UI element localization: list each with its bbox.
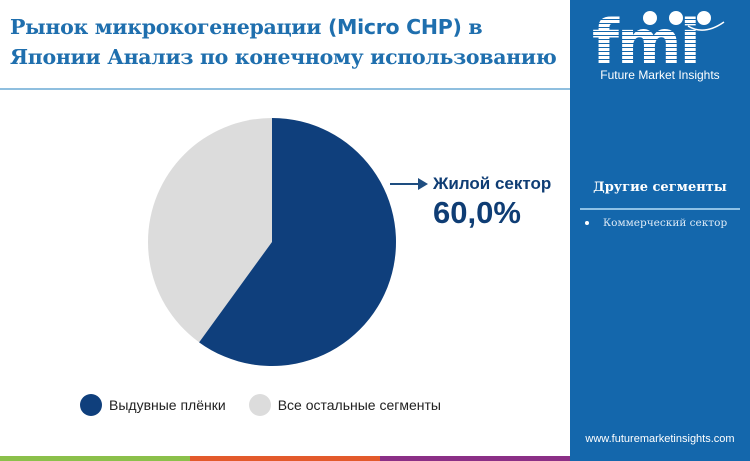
legend-dot-icon bbox=[248, 394, 271, 416]
bullet-icon bbox=[585, 221, 589, 225]
title-part-2: (Micro CHP) bbox=[327, 15, 462, 39]
list-item: Коммерческий сектор bbox=[585, 217, 727, 229]
bottom-bar-green bbox=[0, 456, 190, 461]
bottom-bar-orange bbox=[190, 456, 380, 461]
legend-item-blown-films: Выдувные плёнки bbox=[80, 394, 226, 416]
chart-legend: Выдувные плёнки Все остальные сегменты bbox=[80, 394, 464, 416]
title-part-3: в Японии Анализ по конечному использован… bbox=[10, 15, 557, 69]
pie-chart bbox=[148, 118, 396, 366]
callout-line bbox=[390, 183, 420, 185]
website-link[interactable]: www.futuremarketinsights.com bbox=[585, 433, 735, 445]
legend-label: Все остальные сегменты bbox=[277, 397, 441, 413]
legend-dot-icon bbox=[80, 394, 102, 416]
globe-europe-icon bbox=[669, 11, 683, 25]
logo-subtitle: Future Market Insights bbox=[600, 68, 720, 82]
other-segments-divider bbox=[580, 208, 740, 210]
other-segments-list: Коммерческий сектор bbox=[585, 217, 727, 229]
list-item-label: Коммерческий сектор bbox=[603, 217, 728, 229]
title-divider bbox=[0, 88, 570, 90]
arrow-right-icon bbox=[418, 178, 428, 190]
page-title: Рынок микрокогенерации (Micro CHP) в Япо… bbox=[10, 12, 565, 72]
other-segments-title: Другие сегменты bbox=[593, 180, 727, 195]
title-part-1: Рынок микрокогенерации bbox=[10, 15, 328, 39]
legend-label: Выдувные плёнки bbox=[109, 397, 226, 413]
pie-slice-residential bbox=[199, 118, 396, 366]
callout-value: 60,0% bbox=[433, 195, 521, 230]
title-area: Рынок микрокогенерации (Micro CHP) в Япо… bbox=[0, 0, 570, 90]
bottom-bar-purple bbox=[380, 456, 570, 461]
callout-label: Жилой сектор bbox=[433, 174, 552, 193]
fmi-logo: fmi bbox=[592, 8, 725, 68]
side-panel: fmi Future Market Insights Другие сегмен… bbox=[570, 0, 750, 461]
globe-asia-icon bbox=[697, 11, 711, 25]
legend-item-other: Все остальные сегменты bbox=[248, 394, 441, 416]
globe-americas-icon bbox=[643, 11, 657, 25]
